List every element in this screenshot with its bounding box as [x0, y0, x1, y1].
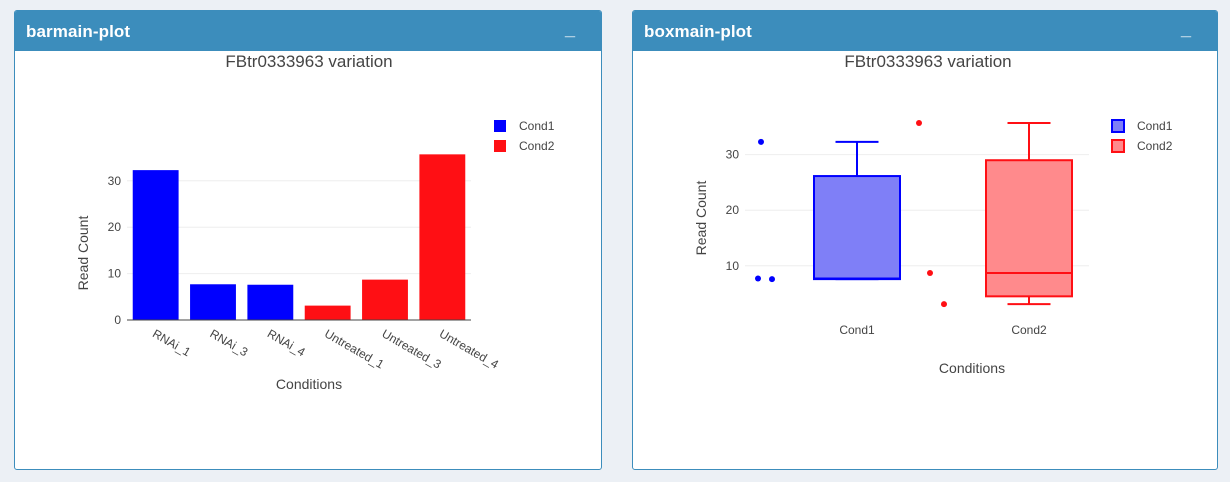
y-tick-label: 30 [108, 174, 122, 188]
y-tick-label: 10 [108, 267, 122, 281]
x-axis-title: Conditions [939, 360, 1005, 376]
collapse-button[interactable]: _ [1181, 19, 1191, 39]
y-tick-label: 30 [726, 148, 740, 162]
chart-title: FBtr0333963 variation [225, 52, 392, 71]
x-tick-label: RNAi_3 [208, 326, 251, 359]
bar-chart: FBtr0333963 variation 0 10 20 30 RNAi_1 RNAi_3… [75, 52, 555, 392]
bar [247, 284, 294, 320]
panel-header: boxmain-plot _ [633, 11, 1217, 51]
data-point [758, 138, 764, 145]
panel-header: barmain-plot _ [15, 11, 601, 51]
legend-swatch [1111, 139, 1125, 153]
x-tick-label: Cond2 [1011, 323, 1047, 337]
panel-title: boxmain-plot [644, 22, 752, 41]
legend-swatch [494, 120, 506, 132]
legend-label: Cond2 [1137, 139, 1173, 153]
data-point [769, 276, 775, 283]
box [813, 175, 901, 281]
legend-label: Cond1 [1137, 119, 1173, 133]
data-point [941, 301, 947, 308]
data-point [755, 275, 761, 282]
chart-title: FBtr0333963 variation [844, 52, 1011, 71]
bar [190, 284, 236, 320]
data-point [927, 270, 933, 276]
box [985, 159, 1073, 298]
y-tick-label: 20 [108, 220, 122, 234]
bar [419, 154, 466, 320]
y-tick-label: 0 [114, 313, 121, 327]
minus-icon: _ [1180, 19, 1191, 39]
box-chart: FBtr0333963 variation 10 20 30 Cond1 Cond2 Con… [693, 52, 1173, 376]
y-axis-title: Read Count [75, 216, 91, 291]
y-axis-title: Read Count [693, 181, 709, 256]
y-tick-label: 20 [726, 203, 740, 217]
legend-label: Cond2 [519, 139, 555, 153]
bar [132, 170, 179, 320]
legend-swatch [494, 140, 506, 152]
barmain-plot-panel: barmain-plot _ FBtr0333963 variation 0 10 2… [14, 10, 602, 470]
data-point [916, 120, 922, 126]
legend-swatch [1111, 119, 1125, 133]
legend-label: Cond1 [519, 119, 555, 133]
bar [362, 279, 408, 320]
y-tick-label: 10 [726, 259, 740, 273]
x-tick-label: Cond1 [839, 323, 875, 337]
x-tick-label: Untreated_4 [437, 326, 501, 371]
x-tick-label: RNAi_4 [265, 326, 308, 359]
panel-title: barmain-plot [26, 22, 131, 41]
collapse-button[interactable]: _ [565, 19, 575, 39]
x-tick-label: Untreated_1 [322, 326, 386, 371]
bar [304, 305, 351, 320]
x-axis-title: Conditions [276, 376, 342, 392]
x-tick-label: RNAi_1 [150, 326, 193, 359]
x-tick-label: Untreated_3 [380, 326, 444, 371]
boxmain-plot-panel: boxmain-plot _ FBtr0333963 variation 10 20… [632, 10, 1218, 470]
minus-icon: _ [564, 19, 575, 39]
